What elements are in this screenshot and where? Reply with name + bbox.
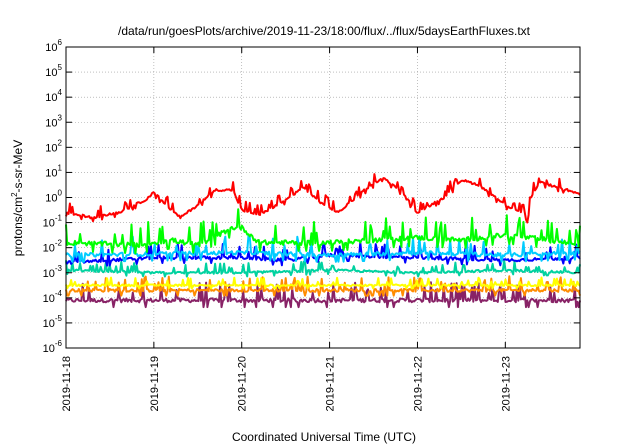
chart-title: /data/run/goesPlots/archive/2019-11-23/1… bbox=[118, 24, 531, 38]
series-line bbox=[65, 233, 581, 263]
x-tick-label: 2019-11-18 bbox=[61, 356, 73, 411]
y-tick-label: 102 bbox=[45, 138, 62, 154]
series-line bbox=[65, 281, 581, 309]
y-tick-label: 10-1 bbox=[43, 214, 63, 230]
y-tick-label: 10-5 bbox=[43, 314, 63, 330]
series-line bbox=[65, 208, 581, 255]
x-axis-label: Coordinated Universal Time (UTC) bbox=[232, 430, 416, 444]
series-line bbox=[65, 173, 581, 224]
series-line bbox=[65, 276, 581, 290]
x-tick-label: 2019-11-19 bbox=[149, 356, 161, 411]
x-tick-label: 2019-11-22 bbox=[412, 356, 424, 411]
grid-lines bbox=[66, 47, 580, 348]
y-axis-label-base: protons/cm bbox=[11, 197, 25, 256]
y-axis-label-sup: 2 bbox=[10, 192, 19, 197]
x-tick-label: 2019-11-20 bbox=[237, 356, 249, 411]
y-tick-label: 100 bbox=[45, 189, 62, 205]
y-tick-label: 10-4 bbox=[43, 289, 63, 305]
y-tick-label: 10-2 bbox=[43, 239, 63, 255]
y-axis-label-rest: -s-sr-MeV bbox=[11, 140, 25, 193]
y-tick-label: 104 bbox=[45, 88, 62, 104]
x-tick-label: 2019-11-21 bbox=[325, 356, 337, 411]
y-tick-label: 106 bbox=[45, 38, 62, 54]
x-tick-label: 2019-11-23 bbox=[500, 356, 512, 411]
y-tick-label: 101 bbox=[45, 163, 62, 179]
series-line bbox=[65, 259, 581, 278]
axis-ticks: 10-6 10-5 10-4 10-3 10-2 10-1 100 101 102 103 104 1… bbox=[43, 38, 580, 411]
series-line bbox=[65, 275, 581, 297]
y-axis-label: protons/cm2-s-sr-MeV bbox=[10, 140, 25, 256]
y-tick-label: 103 bbox=[45, 113, 62, 129]
series-line bbox=[65, 241, 581, 267]
series-group bbox=[65, 173, 581, 309]
y-tick-label: 10-6 bbox=[43, 339, 63, 355]
y-tick-label: 10-3 bbox=[43, 264, 63, 280]
y-tick-label: 105 bbox=[45, 63, 62, 79]
